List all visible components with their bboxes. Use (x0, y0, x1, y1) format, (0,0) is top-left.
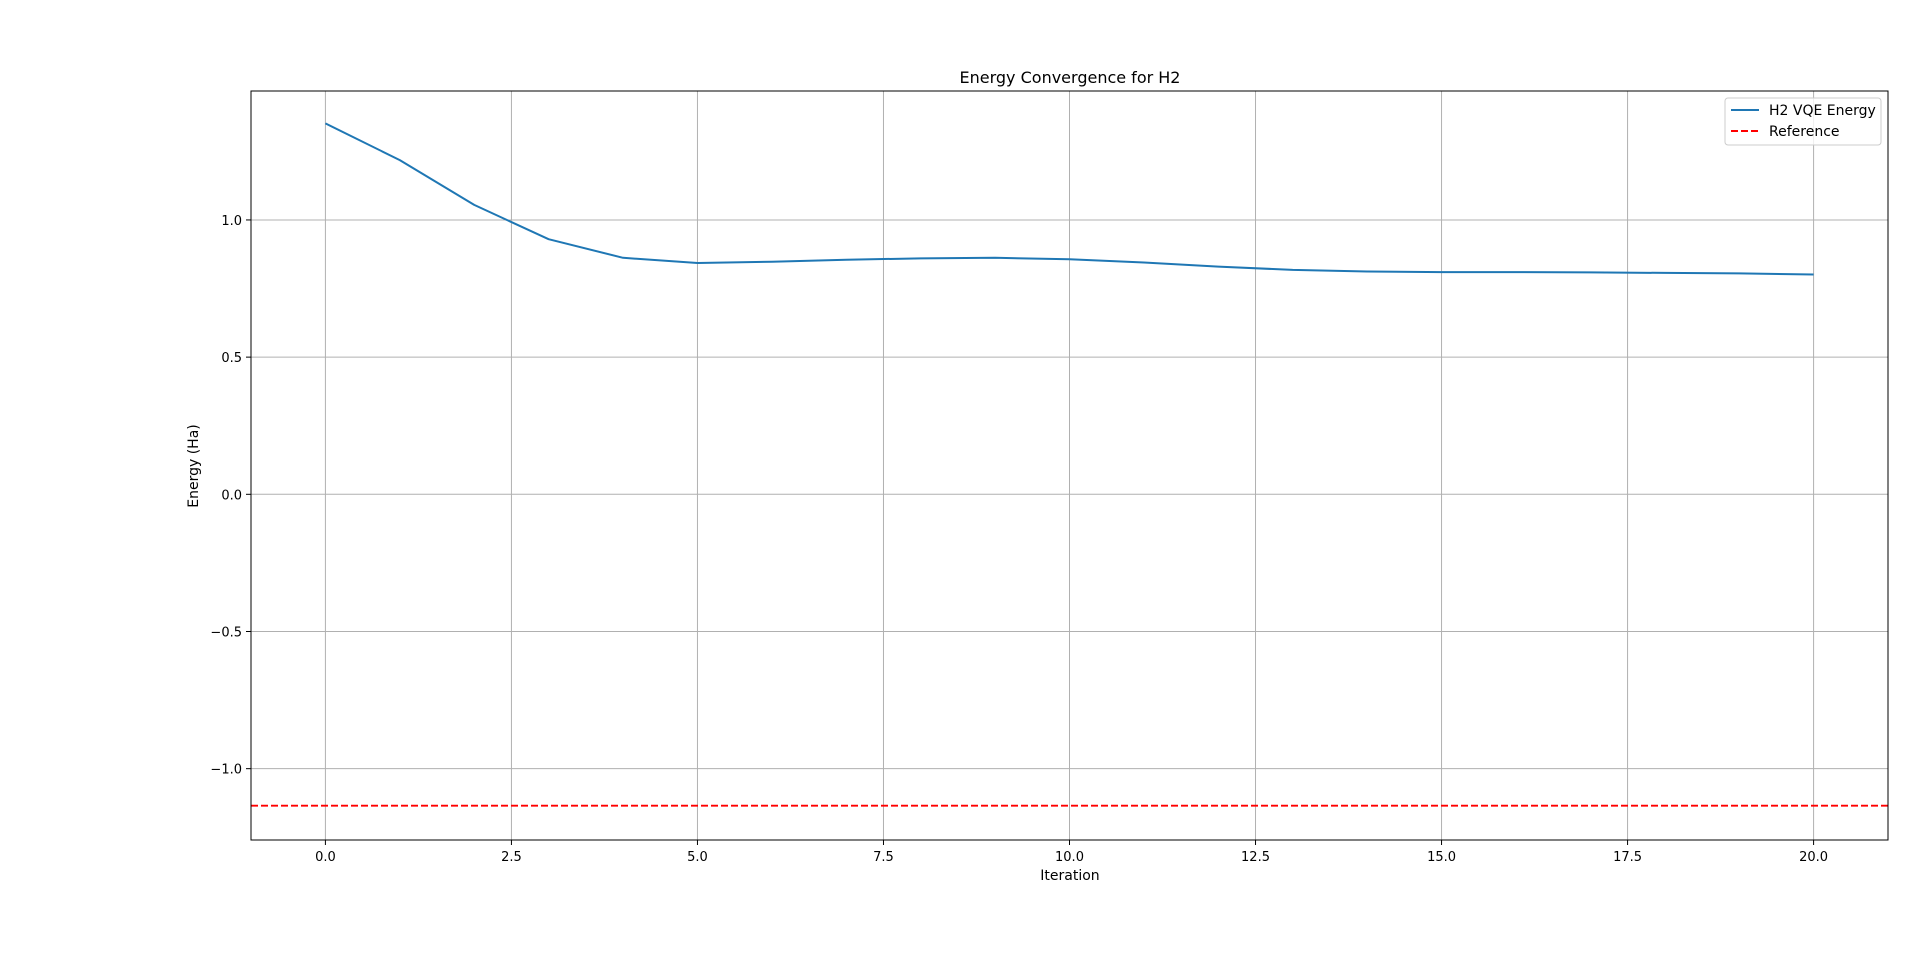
chart-title: Energy Convergence for H2 (960, 68, 1181, 87)
y-axis-ticks: −1.0 −0.5 0.0 0.5 1.0 (210, 214, 251, 778)
legend: H2 VQE Energy Reference (1724, 97, 1882, 146)
x-tick-label: 7.5 (873, 850, 894, 865)
y-tick-label: −0.5 (210, 625, 242, 640)
legend-box (1724, 97, 1882, 146)
series-line-vqe-energy (324, 122, 1814, 276)
y-tick-label: 0.5 (221, 351, 242, 366)
y-tick-label: 1.0 (221, 214, 242, 229)
x-tick-label: 20.0 (1799, 850, 1828, 865)
x-tick-label: 17.5 (1613, 850, 1642, 865)
grid-lines (251, 91, 1888, 840)
x-axis-ticks: 0.0 2.5 5.0 7.5 10.0 12.5 15.0 17.5 20.0 (315, 840, 1828, 865)
x-tick-label: 2.5 (501, 850, 522, 865)
x-tick-label: 5.0 (687, 850, 708, 865)
y-tick-label: 0.0 (221, 488, 242, 503)
y-tick-label: −1.0 (210, 763, 242, 778)
x-axis-label: Iteration (1040, 868, 1099, 884)
series-layer (251, 122, 1888, 807)
legend-label-reference: Reference (1769, 124, 1840, 140)
x-tick-label: 15.0 (1427, 850, 1456, 865)
y-axis-label: Energy (Ha) (186, 424, 202, 508)
x-tick-label: 0.0 (315, 850, 336, 865)
x-tick-label: 12.5 (1241, 850, 1270, 865)
x-tick-label: 10.0 (1055, 850, 1084, 865)
legend-label-vqe-energy: H2 VQE Energy (1769, 103, 1876, 119)
